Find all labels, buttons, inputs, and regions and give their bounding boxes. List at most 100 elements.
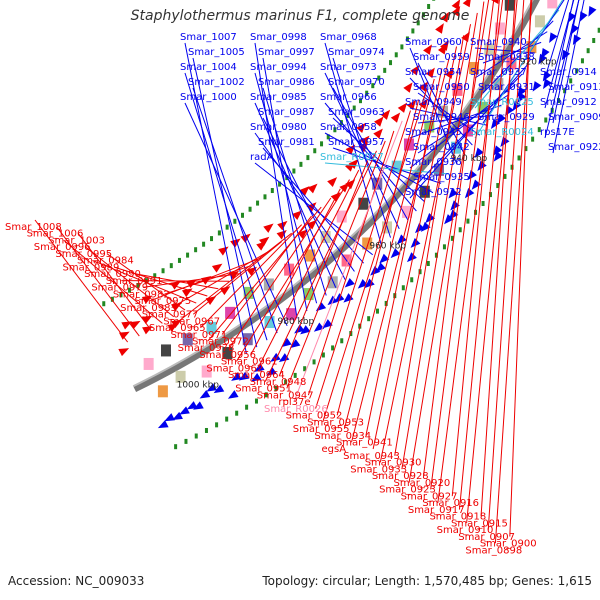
reverse-gene-arrow: [277, 220, 288, 231]
reverse-gene-label: Smar_0907: [458, 532, 515, 543]
reverse-leader-line: [228, 197, 332, 349]
reverse-leader-line: [178, 232, 292, 322]
tick-mark: [321, 352, 325, 358]
tick-mark: [331, 345, 335, 351]
tick-mark: [184, 438, 188, 444]
tick-mark: [346, 112, 350, 118]
reverse-gene-label: Smar_0941: [336, 438, 393, 449]
forward-gene-label: Smar_0997: [258, 47, 315, 58]
gene-function-block: [424, 120, 435, 133]
forward-leader-line: [324, 42, 383, 247]
gene-function-block: [206, 321, 217, 334]
forward-gene-arrow: [213, 384, 225, 394]
forward-gene-label: Smar_0973: [320, 62, 377, 73]
forward-leader-line: [332, 87, 409, 221]
reverse-gene-label: Smar_0967: [163, 316, 220, 327]
forward-leader-line: [262, 87, 327, 296]
tick-mark: [556, 98, 560, 104]
forward-gene-arrow: [157, 420, 169, 429]
gene-function-block: [286, 308, 297, 321]
reverse-gene-arrow: [425, 67, 435, 79]
forward-gene-arrow: [375, 262, 386, 273]
tick-mark: [161, 268, 165, 274]
forward-leader-line: [474, 9, 560, 109]
reverse-gene-arrow: [462, 0, 472, 8]
gene-function-block: [402, 205, 413, 218]
forward-gene-label: Smar_1005: [188, 47, 245, 58]
reverse-gene-arrow: [307, 183, 318, 194]
scale-label: 960 kbp: [369, 241, 406, 251]
forward-gene-arrow: [206, 383, 218, 392]
forward-leader-line: [262, 117, 346, 280]
reverse-leader-line: [92, 259, 197, 304]
reverse-leader-line: [365, 68, 443, 436]
forward-gene-arrow: [467, 170, 477, 181]
gene-function-block: [419, 185, 430, 198]
reverse-gene-label: Smar_0984: [77, 256, 134, 267]
reverse-gene-arrow: [373, 128, 383, 139]
reverse-gene-arrow: [327, 177, 338, 187]
tick-mark: [270, 188, 274, 194]
reverse-gene-label: Smar_0918: [429, 512, 486, 523]
gene-function-block: [526, 41, 537, 54]
reverse-gene-label: Smar_0951: [235, 384, 292, 395]
forward-gene-arrow: [406, 252, 417, 263]
reverse-gene-label: Smar_0956: [199, 350, 256, 361]
reverse-gene-arrow: [256, 241, 267, 251]
reverse-gene-label: Smar_0915: [451, 518, 508, 529]
scale-label: 1000 kbp: [177, 381, 220, 391]
reverse-gene-arrow: [246, 266, 258, 276]
forward-gene-label: Smar_0942: [413, 142, 470, 153]
forward-gene-arrow: [444, 214, 454, 225]
forward-gene-arrow: [300, 325, 311, 335]
forward-leader-line: [409, 104, 502, 139]
forward-gene-arrow: [390, 248, 401, 259]
reverse-leader-line: [336, 100, 420, 416]
tick-mark: [503, 173, 507, 179]
forward-gene-label: Smar_0937: [470, 67, 527, 78]
tick-mark: [531, 136, 535, 142]
tick-mark: [544, 117, 548, 123]
gene-function-block: [494, 22, 505, 35]
forward-gene-arrow: [474, 147, 484, 158]
forward-gene-label: Smar_0949: [405, 97, 462, 108]
forward-gene-arrow: [343, 293, 354, 303]
reverse-gene-label: egsA: [322, 444, 347, 455]
tick-mark: [592, 38, 596, 44]
tick-mark: [186, 252, 190, 258]
reverse-leader-line: [487, 0, 525, 530]
reverse-leader-line: [142, 273, 240, 288]
reverse-leader-line: [286, 140, 386, 389]
forward-leader-line: [254, 162, 374, 256]
reverse-leader-line: [257, 169, 360, 369]
forward-gene-label: Smar_0959: [413, 52, 470, 63]
forward-gene-arrow: [315, 301, 327, 312]
tick-mark: [442, 244, 446, 250]
reverse-gene-arrow: [358, 141, 369, 153]
forward-gene-arrow: [199, 390, 211, 399]
forward-gene-label: Smar_0922: [548, 142, 600, 153]
gene-function-block: [433, 163, 444, 176]
forward-gene-arrow: [420, 221, 431, 232]
tick-mark: [194, 247, 198, 253]
tick-mark: [264, 392, 268, 398]
forward-gene-arrow: [448, 188, 458, 199]
forward-leader-line: [324, 102, 417, 212]
scale-label: 940 kbp: [451, 154, 488, 164]
reverse-gene-arrow: [359, 135, 370, 146]
reverse-gene-label: Smar_0953: [307, 417, 364, 428]
tick-mark: [240, 212, 244, 218]
reverse-gene-arrow: [435, 23, 444, 34]
forward-gene-label: Smar_0913: [548, 82, 600, 93]
reverse-gene-arrow: [263, 223, 274, 233]
tick-mark: [400, 44, 404, 50]
forward-gene-label: Smar_0945: [405, 127, 462, 138]
tick-mark: [358, 98, 362, 104]
reverse-leader-line: [34, 219, 129, 343]
forward-gene-arrow: [254, 363, 265, 372]
gene-function-block: [182, 333, 193, 346]
tick-mark: [450, 235, 454, 241]
forward-gene-label: Smar_0985: [250, 92, 307, 103]
forward-gene-label: Smar_0938: [478, 52, 535, 63]
tick-mark: [119, 292, 123, 298]
